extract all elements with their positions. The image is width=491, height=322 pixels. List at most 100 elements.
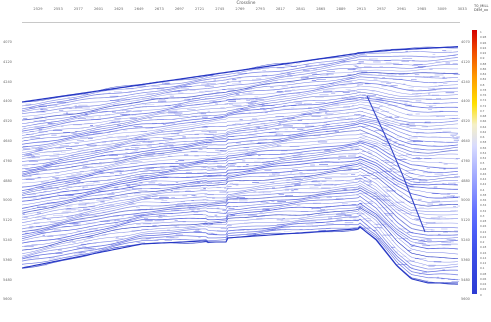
reflection-segment <box>135 176 144 177</box>
reflection-segment <box>145 155 154 156</box>
reflection-segment <box>443 232 448 233</box>
reflection-segment <box>360 137 367 138</box>
reflection-segment <box>186 170 188 171</box>
reflection-segment <box>132 145 136 146</box>
reflection-segment <box>277 68 285 69</box>
colorbar-tick-label: 0.56 <box>480 146 486 150</box>
reflection-segment <box>432 201 440 202</box>
reflection-segment <box>141 239 149 240</box>
reflection-segment <box>208 169 217 170</box>
reflection-segment <box>428 90 436 91</box>
reflection-segment <box>126 88 134 89</box>
reflection-segment <box>30 230 38 231</box>
colorbar-tick-label: 0.66 <box>480 119 486 123</box>
crossline-tick-label: 2985 <box>417 6 426 12</box>
reflection-segment <box>129 187 133 188</box>
reflection-segment <box>216 187 221 188</box>
reflection-segment <box>146 238 154 239</box>
reflection-segment <box>285 195 293 196</box>
reflection-segment <box>405 173 413 174</box>
reflection-segment <box>37 169 47 170</box>
reflection-segment <box>384 213 394 214</box>
reflection-segment <box>299 172 302 173</box>
reflection-segment <box>29 108 35 109</box>
reflection-segment <box>315 102 325 103</box>
reflection-segment <box>338 159 340 160</box>
reflection-segment <box>434 187 438 188</box>
reflection-segment <box>396 202 405 203</box>
reflection-segment <box>58 159 62 160</box>
seismic-section-plot[interactable] <box>22 22 460 314</box>
reflection-segment <box>448 279 455 280</box>
reflection-segment <box>153 223 158 224</box>
reflection-segment <box>357 63 361 64</box>
reflection-segment <box>304 103 312 104</box>
reflection-horizon-line <box>22 57 458 110</box>
reflection-segment <box>237 130 246 131</box>
colorbar-tick-label: 0 <box>480 293 482 297</box>
reflection-segment <box>302 207 311 208</box>
reflection-segment <box>318 214 325 215</box>
colorbar-tick-label: 0.86 <box>480 67 486 71</box>
reflection-segment <box>413 182 420 183</box>
reflection-segment <box>245 154 255 155</box>
reflection-segment <box>356 207 363 208</box>
reflection-segment <box>122 216 124 217</box>
reflection-segment <box>281 226 286 227</box>
reflection-segment <box>262 162 270 163</box>
reflection-segment <box>364 66 372 67</box>
reflection-segment <box>392 178 396 179</box>
reflection-segment <box>252 80 261 81</box>
reflection-segment <box>422 243 426 244</box>
reflection-segment <box>450 135 456 136</box>
reflection-horizon-line <box>22 134 458 177</box>
reflection-segment <box>355 157 363 158</box>
colorbar-tick-label: 0.5 <box>480 161 484 165</box>
reflection-segment <box>85 193 92 194</box>
reflection-segment <box>176 205 183 206</box>
right-time-tick-label: 4070 <box>461 40 470 45</box>
reflection-segment <box>110 96 119 97</box>
reflection-segment <box>238 108 245 109</box>
reflection-segment <box>54 229 61 230</box>
reflection-segment <box>128 204 136 205</box>
reflection-segment <box>426 99 432 100</box>
reflection-segment <box>102 235 106 236</box>
colorbar-tick-label: 0.2 <box>480 240 484 244</box>
reflection-segment <box>107 194 114 195</box>
reflection-segment <box>41 197 50 198</box>
reflection-segment <box>262 75 267 76</box>
reflection-segment <box>203 224 213 225</box>
reflection-segment <box>72 166 77 167</box>
reflection-segment <box>194 205 196 206</box>
reflection-segment <box>154 177 158 178</box>
reflection-segment <box>88 138 93 139</box>
reflection-segment <box>312 80 316 81</box>
reflection-segment <box>95 150 101 151</box>
reflection-segment <box>23 149 30 150</box>
reflection-segment <box>113 247 118 248</box>
reflection-segment <box>324 65 330 66</box>
reflection-segment <box>228 136 235 137</box>
reflection-segment <box>114 121 120 122</box>
reflection-segment <box>78 210 83 211</box>
reflection-segment <box>114 231 117 232</box>
reflection-segment <box>175 227 179 228</box>
reflection-segment <box>130 152 139 153</box>
crossline-tick-label: 2769 <box>235 6 244 12</box>
colorbar-tick-label: 0.14 <box>480 256 486 260</box>
reflection-segment <box>439 204 442 205</box>
reflection-segment <box>186 172 192 173</box>
reflection-segment <box>165 105 171 106</box>
reflection-segment <box>116 112 124 113</box>
reflection-segment <box>29 161 38 162</box>
reflection-segment <box>47 236 53 237</box>
reflection-segment <box>39 106 47 107</box>
reflection-segment <box>298 219 304 220</box>
reflection-segment <box>155 221 165 222</box>
reflection-segment <box>233 184 239 185</box>
reflection-segment <box>254 97 258 98</box>
reflection-segment <box>98 191 106 192</box>
reflection-segment <box>55 166 59 167</box>
reflection-segment <box>80 137 88 138</box>
